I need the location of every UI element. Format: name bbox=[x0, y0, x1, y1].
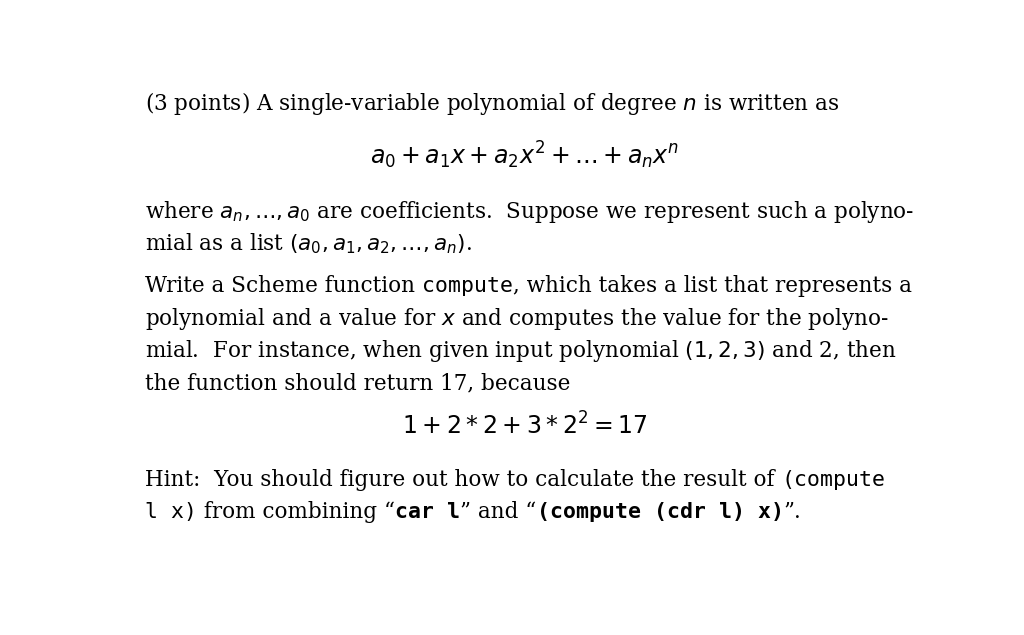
Text: $1 + 2 * 2 + 3 * 2^2 = 17$: $1 + 2 * 2 + 3 * 2^2 = 17$ bbox=[402, 412, 647, 439]
Text: compute: compute bbox=[422, 276, 513, 297]
Text: Hint:  You should figure out how to calculate the result of: Hint: You should figure out how to calcu… bbox=[145, 469, 782, 491]
Text: mial.  For instance, when given input polynomial $(1, 2, 3)$ and 2, then: mial. For instance, when given input pol… bbox=[145, 338, 897, 364]
Text: ”.: ”. bbox=[783, 501, 802, 523]
Text: polynomial and a value for $x$ and computes the value for the polyno-: polynomial and a value for $x$ and compu… bbox=[145, 305, 889, 331]
Text: (compute: (compute bbox=[782, 470, 886, 490]
Text: (3 points) A single-variable polynomial of degree $n$ is written as: (3 points) A single-variable polynomial … bbox=[145, 90, 840, 117]
Text: l x): l x) bbox=[145, 502, 198, 522]
Text: mial as a list $(a_0, a_1, a_2, \ldots, a_n)$.: mial as a list $(a_0, a_1, a_2, \ldots, … bbox=[145, 231, 472, 256]
Text: Write a Scheme function: Write a Scheme function bbox=[145, 276, 422, 297]
Text: $a_0 + a_1 x + a_2 x^2 + \ldots + a_n x^n$: $a_0 + a_1 x + a_2 x^2 + \ldots + a_n x^… bbox=[371, 140, 679, 171]
Text: car l: car l bbox=[395, 502, 461, 522]
Text: the function should return 17, because: the function should return 17, because bbox=[145, 372, 570, 394]
Text: ” and “: ” and “ bbox=[461, 501, 537, 523]
Text: from combining “: from combining “ bbox=[198, 501, 395, 523]
Text: (compute (cdr l) x): (compute (cdr l) x) bbox=[537, 502, 783, 522]
Text: , which takes a list that represents a: , which takes a list that represents a bbox=[513, 276, 912, 297]
Text: where $a_n, \ldots, a_0$ are coefficients.  Suppose we represent such a polyno-: where $a_n, \ldots, a_0$ are coefficient… bbox=[145, 199, 914, 225]
